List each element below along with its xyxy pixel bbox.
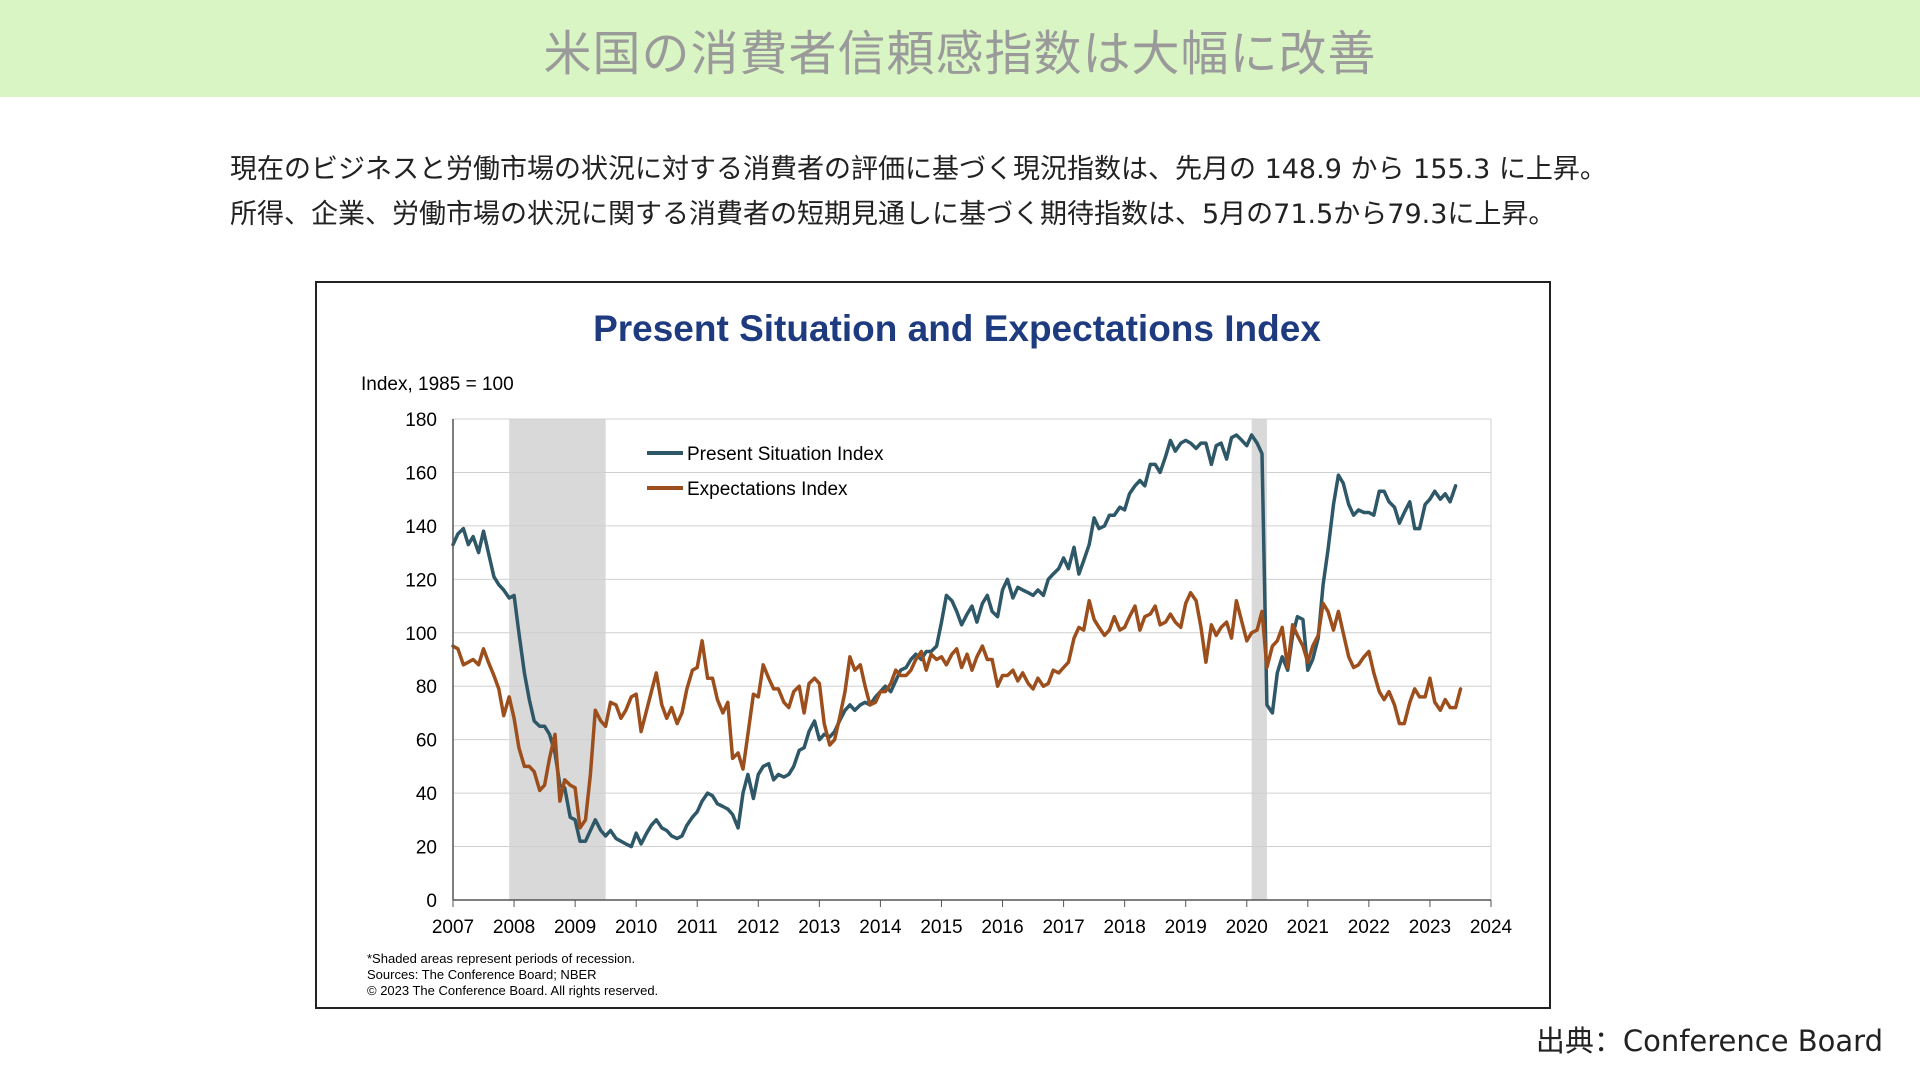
x-tick-label-2012: 2012 — [737, 917, 779, 938]
recession-band-0 — [509, 419, 606, 900]
source-credit: 出典：Conference Board — [1535, 1024, 1883, 1058]
y-tick-label-160: 160 — [405, 463, 437, 484]
y-tick-label-180: 180 — [405, 410, 437, 431]
x-tick-label-2017: 2017 — [1042, 917, 1084, 938]
x-tick-label-2015: 2015 — [920, 917, 962, 938]
x-tick-label-2014: 2014 — [859, 917, 902, 938]
legend: Present Situation Index Expectations Ind… — [647, 444, 884, 500]
y-tick-label-100: 100 — [405, 624, 437, 645]
chart-frame: Present Situation and Expectations Index… — [315, 281, 1551, 1009]
gridlines — [453, 418, 1492, 900]
y-tick-label-120: 120 — [405, 570, 437, 591]
y-tick-label-40: 40 — [416, 784, 437, 805]
x-tick-label-2021: 2021 — [1287, 917, 1329, 938]
legend-label-present: Present Situation Index — [687, 444, 884, 465]
description-line-1: 現在のビジネスと労働市場の状況に対する消費者の評価に基づく現況指数は、先月の 1… — [230, 154, 1607, 185]
x-tick-label-2020: 2020 — [1226, 917, 1268, 938]
axes: 0 20 40 60 80 100 120 140 160 180 2007 2008 2009 2010… — [405, 410, 1512, 938]
x-tick-label-2024: 2024 — [1470, 917, 1513, 938]
x-tick-label-2013: 2013 — [798, 917, 840, 938]
x-tick-label-2019: 2019 — [1165, 917, 1207, 938]
x-tick-label-2007: 2007 — [432, 917, 474, 938]
series-lines — [451, 433, 1463, 849]
legend-label-expectations: Expectations Index — [687, 479, 848, 500]
x-tick-label-2022: 2022 — [1348, 917, 1390, 938]
y-axis-label: Index, 1985 = 100 — [361, 374, 514, 395]
y-tick-label-80: 80 — [416, 677, 437, 698]
x-tick-label-2010: 2010 — [615, 917, 657, 938]
expectations-line — [451, 590, 1463, 830]
x-tick-label-2016: 2016 — [981, 917, 1023, 938]
x-tick-label-2023: 2023 — [1409, 917, 1451, 938]
page-title: 米国の消費者信頼感指数は大幅に改善 — [543, 25, 1377, 82]
description-line-2: 所得、企業、労働市場の状況に関する消費者の短期見通しに基づく期待指数は、5月の7… — [230, 199, 1556, 230]
x-tick-label-2009: 2009 — [554, 917, 596, 938]
y-tick-label-60: 60 — [416, 731, 437, 752]
chart-note-2: Sources: The Conference Board; NBER — [367, 967, 597, 982]
y-tick-label-20: 20 — [416, 838, 437, 859]
chart-title: Present Situation and Expectations Index — [593, 308, 1321, 349]
x-tick-label-2008: 2008 — [493, 917, 535, 938]
y-tick-label-140: 140 — [405, 517, 437, 538]
chart-note-1: *Shaded areas represent periods of reces… — [367, 951, 635, 966]
x-tick-label-2018: 2018 — [1104, 917, 1146, 938]
description: 現在のビジネスと労働市場の状況に対する消費者の評価に基づく現況指数は、先月の 1… — [230, 147, 1790, 237]
title-banner: 米国の消費者信頼感指数は大幅に改善 — [0, 0, 1920, 97]
recession-bands — [509, 419, 1267, 900]
chart-svg: Present Situation and Expectations Index… — [361, 308, 1513, 998]
y-tick-label-0: 0 — [426, 891, 437, 912]
x-tick-label-2011: 2011 — [677, 917, 718, 938]
chart-note-3: © 2023 The Conference Board. All rights … — [367, 983, 658, 998]
